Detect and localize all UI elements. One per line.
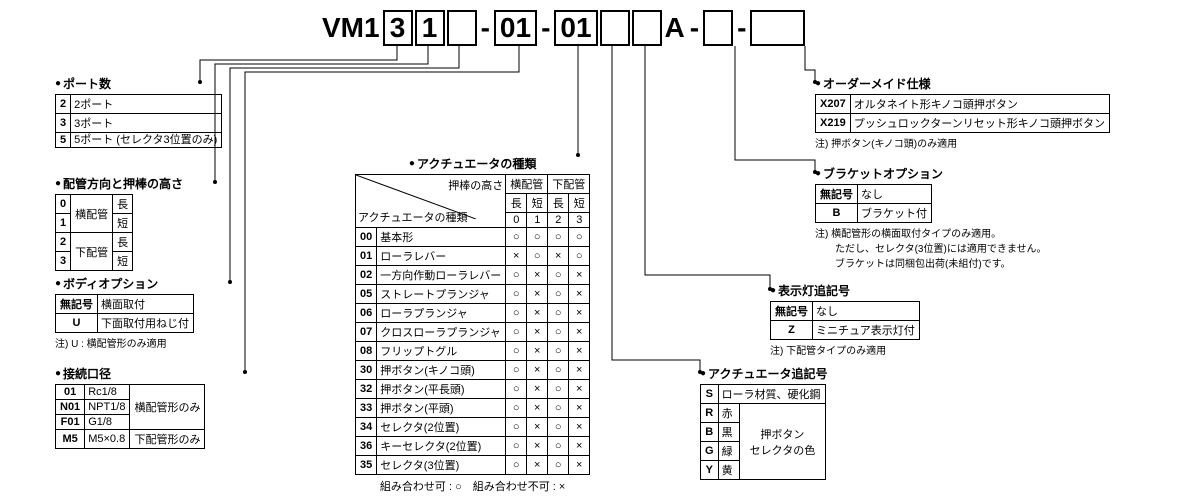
dash2: - [538, 12, 553, 44]
pn-box-ordermade [750, 10, 805, 46]
dash4: - [734, 12, 749, 44]
title-bracket: ブラケットオプション [815, 165, 1047, 182]
table-indicator: 無記号なし Zミニチュア表示灯付 [770, 301, 920, 340]
pn-box-actuator: 01 [554, 10, 597, 46]
actuator-row: 30押ボタン(キノコ頭)○×○× [356, 361, 590, 380]
actuator-row: 33押ボタン(平頭)○×○× [356, 399, 590, 418]
diagonal-line [356, 175, 476, 219]
actuator-row: 06ローラプランジャ○×○× [356, 304, 590, 323]
note-indicator: 注) 下配管タイプのみ適用 [770, 342, 920, 357]
pn-box-body [447, 10, 477, 46]
table-bracket: 無記号なし Bブラケット付 [815, 184, 932, 223]
dash1: - [478, 12, 493, 44]
table-ports: 22ポート 33ポート 55ポート (セレクタ3位置のみ) [55, 94, 222, 148]
table-actuator-suffix: Sローラ材質、硬化鋼 R赤押ボタン セレクタの色 B黒 G緑 Y黄 [700, 384, 826, 480]
block-piping: 配管方向と押棒の高さ 0横配管長 1短 2下配管長 3短 [55, 175, 183, 271]
title-port-size: 接続口径 [55, 365, 205, 382]
actuator-row: 00基本形○○○○ [356, 228, 590, 247]
actuator-row: 35セレクタ(3位置)○×○× [356, 456, 590, 475]
block-actuator: アクチュエータの種類 押棒の高さ アクチュエータの種類 横配管 下配管 長 短 … [355, 155, 590, 494]
dash3: - [687, 12, 702, 44]
pn-prefix: VM1 [320, 12, 382, 44]
title-indicator: 表示灯追記号 [770, 282, 920, 299]
actuator-row: 34セレクタ(2位置)○×○× [356, 418, 590, 437]
table-body-option: 無記号横面取付 U下面取付用ねじ付 [55, 294, 194, 333]
actuator-row: 05ストレートプランジャ○×○× [356, 285, 590, 304]
pn-box-bracket [703, 10, 733, 46]
actuator-row: 07クロスローラプランジャ○×○× [356, 323, 590, 342]
table-order-made: X207オルタネイト形キノコ頭押ボタン X219プッシュロックターンリセット形キ… [815, 94, 1110, 133]
note-order-made: 注) 押ボタン(キノコ頭)のみ適用 [815, 135, 1110, 150]
pn-box-ports: 3 [383, 10, 413, 46]
table-piping: 0横配管長 1短 2下配管長 3短 [55, 194, 133, 271]
block-body-option: ボディオプション 無記号横面取付 U下面取付用ねじ付 注) U : 横配管形のみ… [55, 275, 194, 350]
pn-box-indicator [632, 10, 662, 46]
title-actuator-suffix: アクチュエータ追記号 [700, 365, 827, 382]
actuator-row: 02一方向作動ローラレバー○×○× [356, 266, 590, 285]
block-bracket: ブラケットオプション 無記号なし Bブラケット付 注) 横配管形の横面取付タイプ… [815, 165, 1047, 270]
actuator-row: 08フリップトグル○×○× [356, 342, 590, 361]
title-ports: ポート数 [55, 75, 222, 92]
block-indicator: 表示灯追記号 無記号なし Zミニチュア表示灯付 注) 下配管タイプのみ適用 [770, 282, 920, 357]
actuator-row: 36キーセレクタ(2位置)○×○× [356, 437, 590, 456]
table-actuator: 押棒の高さ アクチュエータの種類 横配管 下配管 長 短 長 短 0 1 2 3… [355, 174, 590, 475]
note-bracket: 注) 横配管形の横面取付タイプのみ適用。 ただし、セレクタ(3位置)には適用でき… [815, 225, 1047, 270]
title-body-option: ボディオプション [55, 275, 194, 292]
block-port-size: 接続口径 01Rc1/8横配管形のみ N01NPT1/8 F01G1/8 M5M… [55, 365, 205, 449]
actuator-row: 32押ボタン(平長頭)○×○× [356, 380, 590, 399]
block-order-made: オーダーメイド仕様 X207オルタネイト形キノコ頭押ボタン X219プッシュロッ… [815, 75, 1110, 150]
title-actuator: アクチュエータの種類 [355, 155, 590, 172]
block-actuator-suffix: アクチュエータ追記号 Sローラ材質、硬化鋼 R赤押ボタン セレクタの色 B黒 G… [700, 365, 827, 480]
pn-fixed-a: A [663, 12, 687, 44]
actuator-row: 01ローラレバー×○×○ [356, 247, 590, 266]
title-order-made: オーダーメイド仕様 [815, 75, 1110, 92]
pn-box-port-size: 01 [494, 10, 537, 46]
note-body-option: 注) U : 横配管形のみ適用 [55, 335, 194, 350]
pn-box-piping: 1 [415, 10, 445, 46]
pn-box-actuator-suffix [600, 10, 630, 46]
actuator-legend: 組み合わせ可 : ○ 組み合わせ不可 : × [355, 478, 590, 494]
table-port-size: 01Rc1/8横配管形のみ N01NPT1/8 F01G1/8 M5M5×0.8… [55, 384, 205, 449]
block-ports: ポート数 22ポート 33ポート 55ポート (セレクタ3位置のみ) [55, 75, 222, 148]
part-number-row: VM1 3 1 - 01 - 01 A - - [320, 10, 806, 46]
title-piping: 配管方向と押棒の高さ [55, 175, 183, 192]
